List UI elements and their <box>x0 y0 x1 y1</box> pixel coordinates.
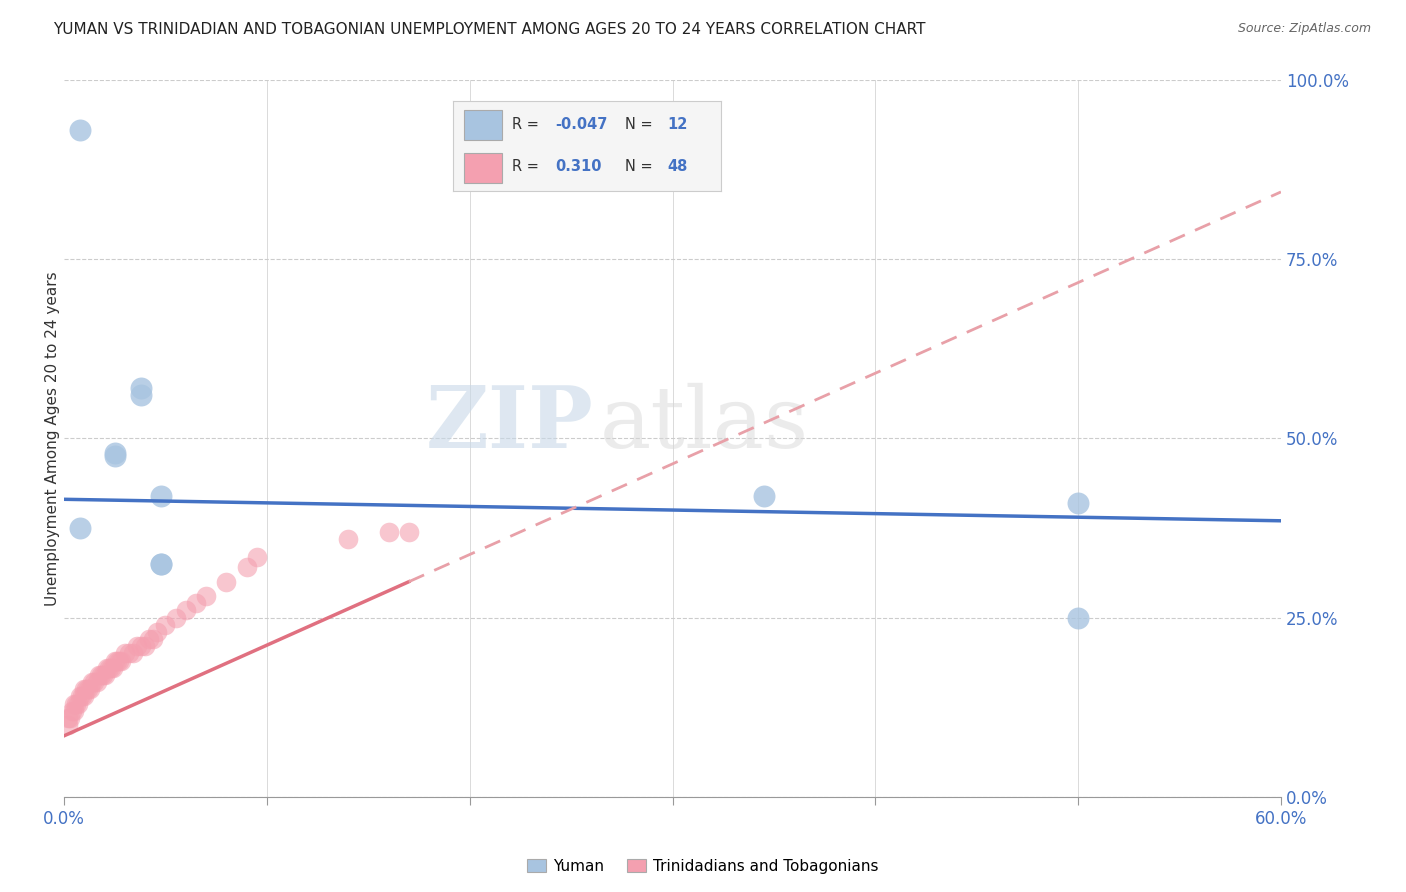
Point <box>83 675 105 690</box>
Point <box>150 557 173 571</box>
Legend: Yuman, Trinidadians and Tobagonians: Yuman, Trinidadians and Tobagonians <box>522 853 884 880</box>
Point <box>72 690 94 704</box>
Point <box>69 690 91 704</box>
Point <box>77 682 100 697</box>
Point <box>86 675 108 690</box>
Point <box>1067 610 1090 624</box>
Point <box>122 647 145 661</box>
Point <box>75 682 97 697</box>
Point <box>246 549 269 564</box>
Point <box>165 610 187 624</box>
Text: ZIP: ZIP <box>426 382 593 466</box>
Point <box>73 682 96 697</box>
Text: YUMAN VS TRINIDADIAN AND TOBAGONIAN UNEMPLOYMENT AMONG AGES 20 TO 24 YEARS CORRE: YUMAN VS TRINIDADIAN AND TOBAGONIAN UNEM… <box>53 22 927 37</box>
Text: atlas: atlas <box>599 383 808 466</box>
Point <box>150 557 173 571</box>
Point <box>90 668 112 682</box>
Point <box>56 711 79 725</box>
Point <box>1067 496 1090 510</box>
Point <box>377 524 399 539</box>
Point <box>129 639 152 653</box>
Point <box>138 632 160 646</box>
Point <box>215 574 238 589</box>
Point <box>114 647 136 661</box>
Point <box>63 697 86 711</box>
Point <box>398 524 420 539</box>
Point <box>97 661 120 675</box>
Point <box>73 690 96 704</box>
Point <box>100 661 122 675</box>
Point <box>104 654 127 668</box>
Point <box>129 381 152 395</box>
Point <box>63 704 86 718</box>
Point <box>150 489 173 503</box>
Text: Source: ZipAtlas.com: Source: ZipAtlas.com <box>1237 22 1371 36</box>
Point <box>60 704 83 718</box>
Point <box>184 596 207 610</box>
Point <box>67 697 90 711</box>
Point <box>125 639 148 653</box>
Point <box>155 617 177 632</box>
Point <box>337 532 360 546</box>
Point <box>69 123 91 137</box>
Point <box>142 632 165 646</box>
Point <box>105 654 128 668</box>
Y-axis label: Unemployment Among Ages 20 to 24 years: Unemployment Among Ages 20 to 24 years <box>45 271 60 606</box>
Point <box>104 446 127 460</box>
Point <box>87 668 110 682</box>
Point <box>59 711 82 725</box>
Point <box>134 639 156 653</box>
Point <box>104 450 127 464</box>
Point <box>82 675 104 690</box>
Point <box>101 661 124 675</box>
Point <box>235 560 257 574</box>
Point <box>129 388 152 402</box>
Point <box>110 654 132 668</box>
Point <box>752 489 775 503</box>
Point <box>56 718 79 732</box>
Point <box>118 647 141 661</box>
Point <box>69 521 91 535</box>
Point <box>65 697 87 711</box>
Point <box>146 624 169 639</box>
Point <box>79 682 101 697</box>
Point <box>195 589 218 603</box>
Point <box>108 654 131 668</box>
Point <box>93 668 115 682</box>
Point <box>91 668 114 682</box>
Point <box>174 603 197 617</box>
Point <box>96 661 118 675</box>
